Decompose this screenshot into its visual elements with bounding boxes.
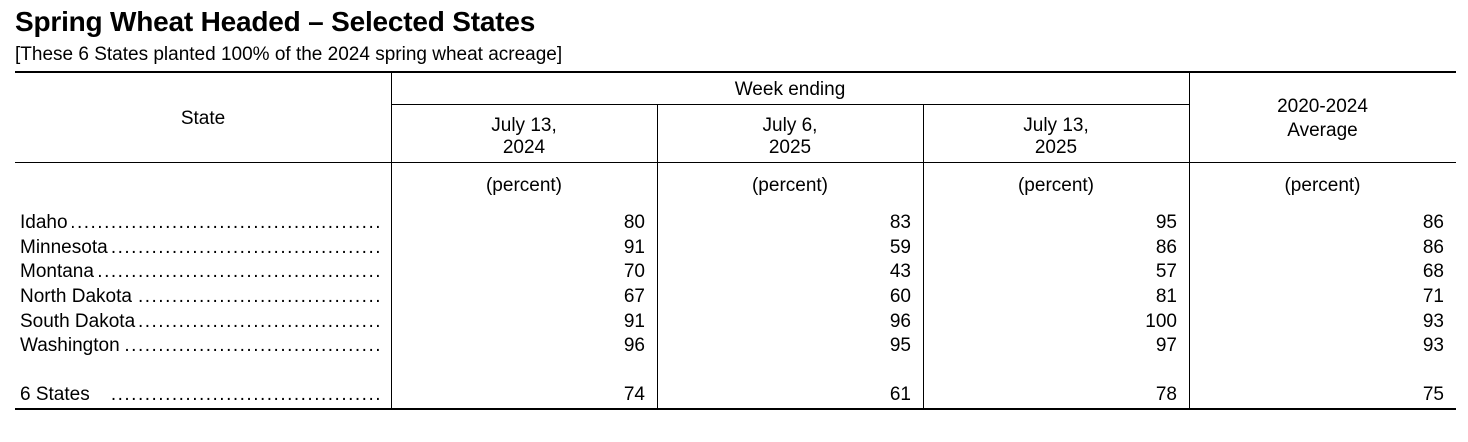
row-state-label: South Dakota ...........................…: [20, 311, 382, 332]
dot-leader: ........................................…: [20, 261, 382, 282]
col4-header-line2: Average: [1287, 120, 1358, 141]
col-divider-2: [657, 105, 658, 409]
row-state-label: Washington .............................…: [20, 335, 382, 356]
week-ending-header: Week ending: [734, 79, 846, 100]
table-cell: 95: [889, 335, 911, 356]
col3-header-line2: 2025: [1034, 137, 1078, 158]
col4-unit: (percent): [1284, 175, 1361, 196]
table-cell: 80: [623, 212, 645, 233]
week-ending-rule: [391, 104, 1189, 105]
col2-unit: (percent): [751, 175, 829, 196]
table-cell: 93: [1422, 335, 1444, 356]
table-cell: 95: [1155, 212, 1177, 233]
col3-header-line1: July 13,: [1023, 115, 1089, 136]
table-cell: 96: [623, 335, 645, 356]
col-divider-4: [1189, 72, 1190, 409]
dot-leader: ........................................…: [20, 212, 382, 233]
table-cell: 97: [1155, 335, 1177, 356]
table-cell: 81: [1155, 286, 1177, 307]
table-cell: 68: [1422, 261, 1444, 282]
col2-header-line2: 2025: [768, 137, 812, 158]
col1-header-line2: 2024: [502, 137, 546, 158]
header-bottom-rule: [15, 162, 1456, 163]
col4-header-line1: 2020-2024: [1277, 96, 1368, 117]
table-cell: 93: [1422, 311, 1444, 332]
row-state-label: North Dakota ...........................…: [20, 286, 382, 307]
table-cell: 91: [623, 311, 645, 332]
table-cell: 78: [1155, 384, 1177, 405]
table-cell: 71: [1422, 286, 1444, 307]
col-divider-1: [391, 72, 392, 409]
table-cell: 96: [889, 311, 911, 332]
table-cell: 59: [889, 237, 911, 258]
total-state-label: 6 States ...............................…: [20, 384, 382, 405]
table-cell: 86: [1422, 212, 1444, 233]
table-cell: 67: [623, 286, 645, 307]
table-cell: 61: [889, 384, 911, 405]
col1-header-line1: July 13,: [491, 115, 557, 136]
table-cell: 86: [1422, 237, 1444, 258]
state-header: State: [180, 108, 226, 129]
table-cell: 43: [889, 261, 911, 282]
table-top-rule: [15, 71, 1456, 73]
table-cell: 70: [623, 261, 645, 282]
table-cell: 60: [889, 286, 911, 307]
dot-leader: ........................................…: [20, 384, 382, 405]
table-cell: 86: [1155, 237, 1177, 258]
table-cell: 100: [1145, 311, 1177, 332]
table-cell: 83: [889, 212, 911, 233]
row-state-label: Idaho ..................................…: [20, 212, 382, 233]
col3-unit: (percent): [1017, 175, 1095, 196]
table-cell: 74: [623, 384, 645, 405]
row-state-label: Montana ................................…: [20, 261, 382, 282]
table-bottom-rule: [15, 408, 1456, 410]
table-cell: 91: [623, 237, 645, 258]
row-state-label: Minnesota ..............................…: [20, 237, 382, 258]
page-subtitle: [These 6 States planted 100% of the 2024…: [15, 44, 563, 65]
col1-unit: (percent): [485, 175, 563, 196]
table-cell: 57: [1155, 261, 1177, 282]
col-divider-3: [923, 105, 924, 409]
table-cell: 75: [1422, 384, 1444, 405]
col2-header-line1: July 6,: [762, 115, 818, 136]
page-title: Spring Wheat Headed – Selected States: [15, 6, 536, 37]
